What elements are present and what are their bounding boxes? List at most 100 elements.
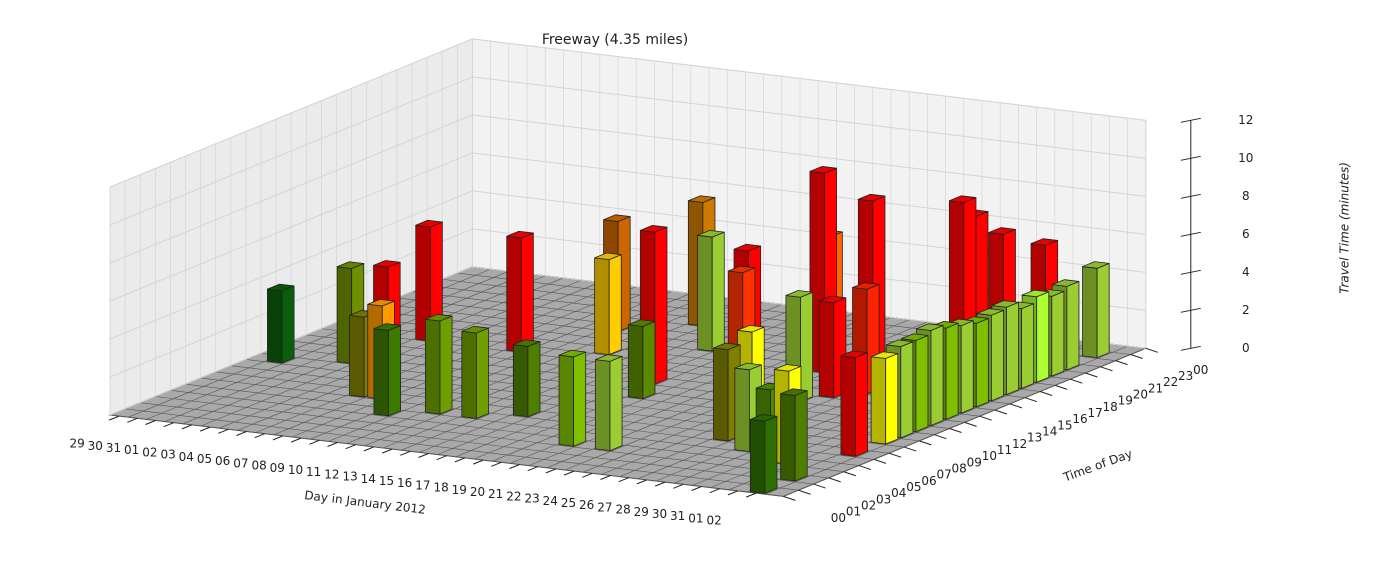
z-tick-label: 12 [1238,113,1253,127]
bar-top-face [857,193,886,202]
bar-top-face [840,350,868,358]
bar-top-face [916,323,944,331]
bar-front-face [780,393,796,482]
bar-top-face [506,230,534,239]
y-tick-label: 10 [982,449,997,463]
x-tick [618,477,629,483]
bar [512,339,541,418]
y-tick [1145,347,1158,353]
x-tick-label: 19 [452,483,467,497]
z-tick-label: 6 [1242,227,1250,241]
y-axis-label: Time of Day [1061,447,1135,485]
bar [461,325,489,419]
bar-side-face [711,231,725,352]
bar-top-face [639,225,668,233]
y-tick-label: 07 [936,468,951,482]
y-tick [934,434,947,440]
floor-grid [170,390,844,473]
bar-top-face [988,227,1016,235]
z-axis-label: Travel Time (minutes) [1338,162,1352,294]
x-tick [108,415,120,421]
x-tick [582,472,593,478]
bar-top-face [900,333,929,341]
x-tick-label: 29 [69,437,84,451]
y-tick-label: 21 [1148,381,1163,395]
bar-front-face [594,257,610,356]
grid-line [109,152,473,302]
x-tick-label: 01 [688,511,703,525]
x-tick [727,490,739,496]
bar-top-face [948,195,977,203]
bar-top-face [734,362,762,371]
bars [267,166,1110,494]
bar-side-face [1006,301,1019,396]
y-tick-label: 09 [967,455,982,469]
x-tick-label: 26 [579,498,594,512]
x-tick [290,437,302,443]
z-tick [1180,269,1201,275]
x-tick [709,488,720,494]
y-tick [843,471,856,477]
bar-top-face [773,364,802,372]
y-tick-label: 08 [952,462,967,476]
x-tick [381,448,393,454]
x-tick-label: 25 [561,496,576,510]
y-tick-label: 12 [1012,437,1027,451]
bar-side-face [609,356,623,452]
bar-top-face [713,342,741,351]
x-tick [636,479,648,485]
bar [506,230,534,353]
bar-top-face [976,308,1004,316]
y-tick [1009,403,1023,409]
x-tick-label: 21 [488,487,503,501]
grid-line [472,76,1146,159]
bar-front-face [840,355,856,457]
x-tick [654,481,666,487]
x-tick-label: 15 [379,474,394,488]
bar-side-face [930,325,944,426]
bar-top-face [415,219,443,228]
bar-side-face [642,321,656,400]
bar-top-face [512,339,541,347]
x-tick [400,450,411,456]
x-tick [418,453,429,458]
grid-line [472,38,1146,121]
x-tick-label: 24 [543,494,558,508]
z-tick-label: 2 [1242,303,1250,317]
bar [840,350,868,457]
x-tick-label: 29 [634,505,649,519]
y-tick-label: 18 [1103,400,1118,414]
bar-top-face [1051,279,1080,287]
x-tick [673,483,684,489]
x-tick [272,435,284,441]
x-tick [563,470,575,476]
x-tick [309,439,320,445]
y-tick [1070,378,1083,384]
bar-front-face [1082,266,1098,359]
y-tick [858,465,872,471]
bar [415,219,443,342]
y-tick [1100,366,1113,372]
bar-front-face [749,419,766,494]
y-tick [904,446,917,452]
x-tick [509,464,520,469]
y-tick [873,458,887,464]
x-tick-label: 14 [361,472,376,486]
x-axis-label: Day in January 2012 [304,488,427,517]
bar-top-face [749,414,778,422]
bar-side-face [855,352,868,457]
y-tick-label: 16 [1072,412,1087,426]
y-tick [798,489,811,495]
x-tick-label: 23 [524,492,539,506]
bar-top-face [727,265,756,274]
x-tick [363,446,375,452]
bar-side-face [527,341,541,418]
bar-side-face [1066,281,1080,371]
bar-top-face [603,214,631,222]
y-tick-label: 03 [876,492,891,506]
x-tick-label: 04 [179,450,194,464]
bar [373,323,401,417]
bar-top-face [733,243,762,252]
x-tick [163,422,174,428]
bar-top-face [870,351,899,359]
